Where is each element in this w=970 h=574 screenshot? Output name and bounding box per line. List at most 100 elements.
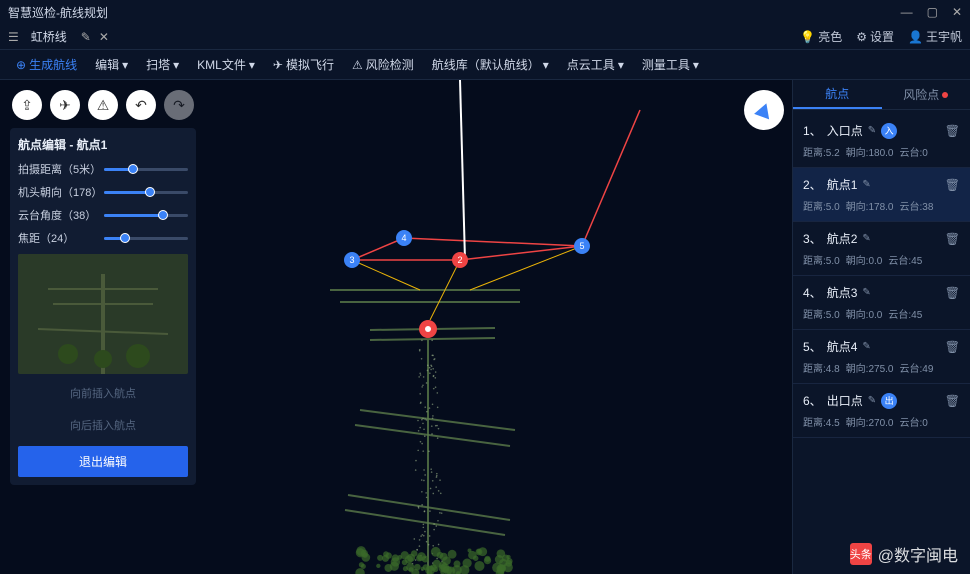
slider-label: 机头朝向（178）: [18, 184, 98, 200]
brightness-toggle[interactable]: 💡 亮色: [800, 28, 842, 45]
waypoint-name: 航点1: [827, 176, 858, 193]
waypoint-index: 3、: [803, 230, 822, 247]
waypoint-list: 1、 入口点 ✎ 入 🗑 距离:5.2朝向:180.0云台:0 2、 航点1 ✎…: [793, 110, 970, 442]
kml-menu[interactable]: KML文件 ▾: [189, 53, 263, 76]
waypoint-item[interactable]: 3、 航点2 ✎ 🗑 距离:5.0朝向:0.0云台:45: [793, 222, 970, 276]
svg-text:5: 5: [579, 241, 584, 251]
waypoint-info: 距离:5.0朝向:0.0云台:45: [803, 252, 960, 267]
redo-button[interactable]: ↷: [164, 90, 194, 120]
waypoint-item[interactable]: 6、 出口点 ✎ 出 🗑 距离:4.5朝向:270.0云台:0: [793, 384, 970, 438]
waypoint-info: 距离:5.0朝向:0.0云台:45: [803, 306, 960, 321]
edit-tab-icon[interactable]: ✎: [81, 30, 91, 44]
window-title: 智慧巡检-航线规划: [8, 4, 108, 21]
minimize-icon[interactable]: —: [901, 5, 913, 19]
waypoint-name: 航点2: [827, 230, 858, 247]
settings-label: 设置: [870, 28, 894, 45]
pointcloud-menu[interactable]: 点云工具 ▾: [559, 53, 632, 76]
share-button[interactable]: ⇪: [12, 90, 42, 120]
close-tab-icon[interactable]: ✕: [99, 30, 109, 44]
waypoint-badge: 入: [881, 123, 897, 139]
delete-waypoint-icon[interactable]: 🗑: [945, 178, 960, 192]
quick-actions: ⇪ ✈ ⚠ ↶ ↷: [12, 90, 194, 120]
edit-menu[interactable]: 编辑 ▾: [87, 53, 136, 76]
toolbar: ⊕ 生成航线 编辑 ▾ 扫塔 ▾ KML文件 ▾ ✈ 模拟飞行 ⚠ 风险检测 航…: [0, 50, 970, 80]
compass-icon[interactable]: [744, 90, 784, 130]
edit-waypoint-icon[interactable]: ✎: [868, 125, 876, 136]
waypoint-edit-panel: 航点编辑 - 航点1 拍摄距离（5米） 机头朝向（178） 云台角度（38） 焦…: [10, 128, 196, 485]
watermark-logo-icon: 头条: [850, 543, 872, 565]
route-tab[interactable]: 虹桥线: [25, 26, 73, 47]
slider-label: 拍摄距离（5米）: [18, 161, 98, 177]
edit-waypoint-icon[interactable]: ✎: [868, 395, 876, 406]
slider-row: 云台角度（38）: [18, 207, 188, 223]
waypoint-index: 6、: [803, 392, 822, 409]
tab-waypoints[interactable]: 航点: [793, 80, 882, 109]
svg-text:2: 2: [457, 255, 462, 265]
slider-label: 焦距（24）: [18, 230, 98, 246]
waypoint-info: 距离:4.8朝向:275.0云台:49: [803, 360, 960, 375]
workspace: 2 3 4 5 ⇪ ✈ ⚠ ↶ ↷ 航点编辑 - 航点1 拍摄距离（5米） 机头朝向（…: [0, 80, 970, 574]
waypoint-index: 4、: [803, 284, 822, 301]
waypoint-badge: 出: [881, 393, 897, 409]
camera-preview: [18, 254, 188, 374]
waypoint-name: 出口点: [827, 392, 863, 409]
menu-icon[interactable]: ☰: [8, 30, 19, 44]
waypoint-info: 距离:4.5朝向:270.0云台:0: [803, 414, 960, 429]
undo-button[interactable]: ↶: [126, 90, 156, 120]
waypoint-item[interactable]: 2、 航点1 ✎ 🗑 距离:5.0朝向:178.0云台:38: [793, 168, 970, 222]
close-icon[interactable]: ✕: [952, 5, 962, 19]
slider-track[interactable]: [104, 214, 188, 217]
exit-edit-button[interactable]: 退出编辑: [18, 446, 188, 477]
user-menu[interactable]: 👤 王宇帆: [908, 28, 962, 45]
waypoint-name: 入口点: [827, 122, 863, 139]
tower-menu[interactable]: 扫塔 ▾: [138, 53, 187, 76]
waypoint-list-panel: 航点 风险点 1、 入口点 ✎ 入 🗑 距离:5.2朝向:180.0云台:0 2…: [792, 80, 970, 574]
edit-waypoint-icon[interactable]: ✎: [862, 341, 870, 352]
slider-track[interactable]: [104, 191, 188, 194]
tabbar: ☰ 虹桥线 ✎ ✕ 💡 亮色 ⚙ 设置 👤 王宇帆: [0, 24, 970, 50]
watermark: 头条 @数字闽电: [850, 542, 958, 566]
waypoint-info: 距离:5.2朝向:180.0云台:0: [803, 144, 960, 159]
slider-label: 云台角度（38）: [18, 207, 98, 223]
measure-menu[interactable]: 测量工具 ▾: [634, 53, 707, 76]
waypoint-item[interactable]: 4、 航点3 ✎ 🗑 距离:5.0朝向:0.0云台:45: [793, 276, 970, 330]
user-label: 王宇帆: [926, 28, 962, 45]
risk-button[interactable]: ⚠ 风险检测: [344, 53, 422, 76]
plane-button[interactable]: ✈: [50, 90, 80, 120]
titlebar: 智慧巡检-航线规划 — ▢ ✕: [0, 0, 970, 24]
panel-title: 航点编辑 - 航点1: [18, 136, 188, 153]
edit-waypoint-icon[interactable]: ✎: [862, 287, 870, 298]
insert-after-button[interactable]: 向后插入航点: [18, 412, 188, 438]
delete-waypoint-icon[interactable]: 🗑: [945, 394, 960, 408]
settings-button[interactable]: ⚙ 设置: [856, 28, 894, 45]
waypoint-item[interactable]: 1、 入口点 ✎ 入 🗑 距离:5.2朝向:180.0云台:0: [793, 114, 970, 168]
window-controls: — ▢ ✕: [901, 5, 962, 19]
svg-text:3: 3: [349, 255, 354, 265]
watermark-text: @数字闽电: [878, 542, 958, 566]
waypoint-name: 航点3: [827, 284, 858, 301]
waypoint-index: 2、: [803, 176, 822, 193]
slider-row: 焦距（24）: [18, 230, 188, 246]
delete-waypoint-icon[interactable]: 🗑: [945, 124, 960, 138]
warning-button[interactable]: ⚠: [88, 90, 118, 120]
edit-waypoint-icon[interactable]: ✎: [862, 233, 870, 244]
waypoint-item[interactable]: 5、 航点4 ✎ 🗑 距离:4.8朝向:275.0云台:49: [793, 330, 970, 384]
tab-riskpoints[interactable]: 风险点: [882, 80, 970, 109]
waypoint-name: 航点4: [827, 338, 858, 355]
slider-row: 机头朝向（178）: [18, 184, 188, 200]
slider-track[interactable]: [104, 237, 188, 240]
edit-waypoint-icon[interactable]: ✎: [862, 179, 870, 190]
maximize-icon[interactable]: ▢: [927, 5, 938, 19]
routelib-menu[interactable]: 航线库（默认航线） ▾: [424, 53, 557, 76]
svg-text:4: 4: [401, 233, 406, 243]
delete-waypoint-icon[interactable]: 🗑: [945, 340, 960, 354]
simulate-button[interactable]: ✈ 模拟飞行: [265, 53, 342, 76]
delete-waypoint-icon[interactable]: 🗑: [945, 286, 960, 300]
risk-dot-icon: [942, 92, 948, 98]
insert-before-button[interactable]: 向前插入航点: [18, 380, 188, 406]
delete-waypoint-icon[interactable]: 🗑: [945, 232, 960, 246]
slider-track[interactable]: [104, 168, 188, 171]
waypoint-index: 5、: [803, 338, 822, 355]
slider-row: 拍摄距离（5米）: [18, 161, 188, 177]
generate-route-button[interactable]: ⊕ 生成航线: [8, 53, 85, 76]
